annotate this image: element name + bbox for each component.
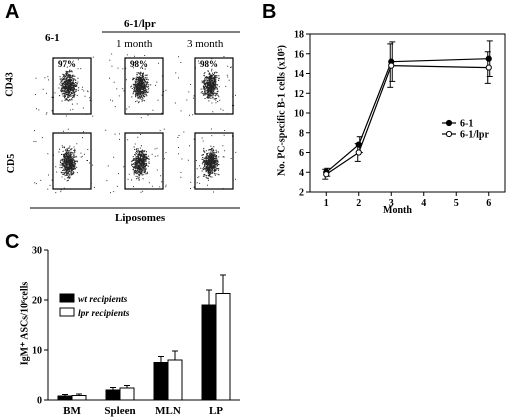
- bar-chart: 0 10 20 30 BM Spleen MLN LP wt recipients lpr rec…: [32, 246, 240, 417]
- category-label: BM: [63, 405, 81, 417]
- category-label: Spleen: [104, 405, 135, 417]
- legend-swatch: [59, 293, 75, 303]
- bar: [215, 293, 231, 401]
- series-6-1-lpr-line: [325, 64, 489, 175]
- gate-pct-3: 98%: [200, 59, 218, 69]
- bar: [119, 387, 135, 401]
- series-6-1-line: [325, 58, 489, 173]
- dot-cloud: [177, 128, 237, 193]
- bar: [71, 395, 87, 401]
- dot-cloud: [105, 128, 167, 194]
- bar: [57, 395, 73, 401]
- bar: [201, 304, 217, 401]
- panel-a-letter: A: [5, 1, 20, 23]
- data-point: [485, 64, 492, 71]
- x-tick-label: 4: [421, 198, 426, 209]
- gate-box: [124, 132, 164, 190]
- gate-box: [194, 132, 234, 190]
- legend-label: wt recipients: [78, 295, 128, 305]
- dot-cloud: [33, 128, 95, 194]
- legend-label: 6-1: [460, 119, 473, 130]
- legend-swatch: [59, 307, 75, 317]
- panel-b-letter: B: [262, 1, 277, 23]
- legend-marker: [445, 119, 453, 127]
- legend-label: lpr recipients: [78, 309, 130, 319]
- bar: [153, 362, 169, 401]
- scatter-dots-layer: [33, 53, 237, 194]
- y-tick-label: 20: [32, 296, 42, 307]
- panel-a-col-6-1: 6-1: [45, 32, 60, 44]
- y-tick-label: 6: [299, 148, 304, 159]
- y-tick-label: 2: [299, 188, 304, 199]
- data-point: [323, 171, 330, 178]
- y-tick-label: 18: [294, 30, 304, 41]
- gate-box: [124, 57, 164, 115]
- x-tick-label: 5: [454, 198, 459, 209]
- category-label: LP: [209, 405, 223, 417]
- gate-pct-2: 98%: [130, 59, 148, 69]
- x-tick-label: 1: [324, 198, 329, 209]
- x-tick-label: 2: [356, 198, 361, 209]
- flow-cytometry-panel: 97% 98% 98%: [30, 31, 240, 209]
- bar: [167, 359, 183, 401]
- y-tick-label: 10: [294, 109, 304, 120]
- line-chart-xlabel: Month: [383, 205, 412, 216]
- legend-label: 6-1/lpr: [460, 130, 489, 141]
- y-tick-label: 12: [294, 89, 304, 100]
- gates-layer: [52, 57, 234, 190]
- data-point: [355, 149, 362, 156]
- y-tick-label: 10: [32, 346, 42, 357]
- panel-a-x-label: Liposomes: [115, 212, 166, 224]
- data-point: [485, 55, 492, 62]
- panel-a-col-1-month: 1 month: [116, 38, 153, 50]
- y-tick-label: 8: [299, 128, 304, 139]
- x-tick-label: 3: [389, 198, 394, 209]
- data-point: [388, 62, 395, 69]
- plot-frame: [309, 33, 506, 193]
- panel-a-col-lpr: 6-1/lpr: [124, 18, 156, 30]
- gate-box: [52, 132, 92, 190]
- y-tick-label: 14: [294, 69, 304, 80]
- category-label: MLN: [155, 405, 181, 417]
- dot-cloud: [109, 53, 167, 119]
- bar: [105, 389, 121, 401]
- panel-c-letter: C: [5, 231, 20, 253]
- gate-pct-1: 97%: [58, 59, 76, 69]
- dot-cloud: [174, 56, 236, 116]
- gate-box: [194, 57, 234, 115]
- legend-marker: [445, 130, 453, 138]
- gate-box: [52, 57, 92, 115]
- y-tick-label: 16: [294, 49, 304, 60]
- y-tick-label: 0: [37, 396, 42, 407]
- x-tick-label: 6: [486, 198, 491, 209]
- y-tick-label: 4: [299, 168, 304, 179]
- y-tick-label: 30: [32, 246, 42, 257]
- dot-cloud: [35, 56, 94, 117]
- panel-a-col-3-month: 3 month: [187, 38, 224, 50]
